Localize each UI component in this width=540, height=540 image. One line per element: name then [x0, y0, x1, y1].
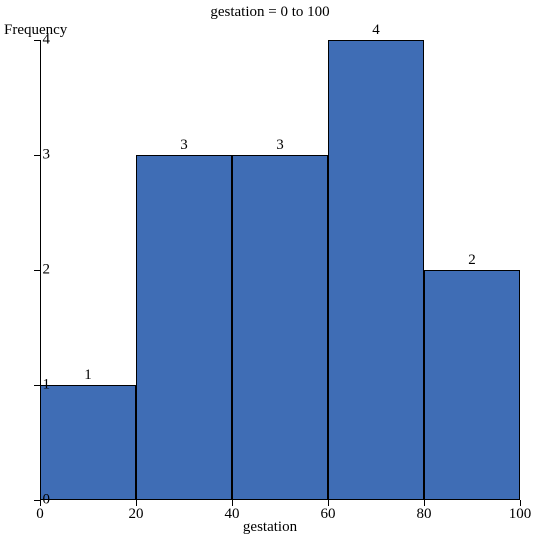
- histogram-bar: [136, 155, 232, 500]
- y-tick: [34, 385, 40, 386]
- y-axis-label: Frequency: [4, 22, 67, 39]
- bar-value-label: 2: [468, 252, 476, 269]
- histogram-bar: [328, 40, 424, 500]
- x-tick-label: 40: [225, 506, 240, 523]
- y-tick-label: 1: [43, 377, 51, 394]
- histogram-bar: [232, 155, 328, 500]
- x-tick-label: 80: [417, 506, 432, 523]
- histogram-bar: [40, 385, 136, 500]
- x-tick-label: 20: [129, 506, 144, 523]
- y-tick: [34, 155, 40, 156]
- x-tick-label: 100: [509, 506, 532, 523]
- x-axis-label: gestation: [0, 519, 540, 536]
- histogram-bar: [424, 270, 520, 500]
- chart-title: gestation = 0 to 100: [0, 4, 540, 21]
- bar-value-label: 4: [372, 22, 380, 39]
- plot-area: 13342: [40, 40, 520, 500]
- x-tick-label: 60: [321, 506, 336, 523]
- y-tick-label: 4: [43, 32, 51, 49]
- y-tick: [34, 40, 40, 41]
- y-tick-label: 2: [43, 262, 51, 279]
- y-tick-label: 3: [43, 147, 51, 164]
- bar-value-label: 3: [276, 137, 284, 154]
- y-tick: [34, 270, 40, 271]
- x-tick-label: 0: [36, 506, 44, 523]
- bar-value-label: 3: [180, 137, 188, 154]
- chart-container: gestation = 0 to 100 Frequency gestation…: [0, 0, 540, 540]
- bar-value-label: 1: [84, 367, 92, 384]
